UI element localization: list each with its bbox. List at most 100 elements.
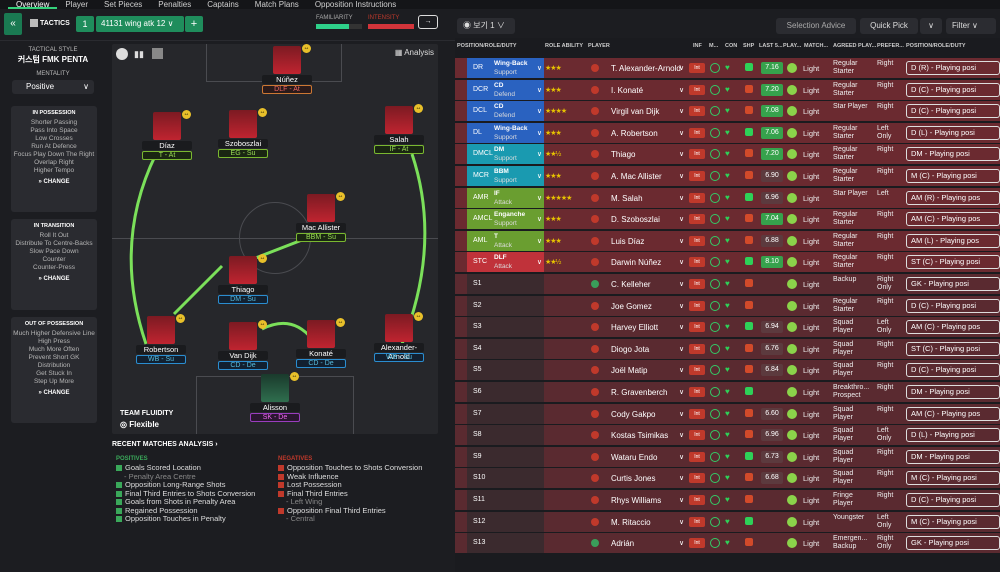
tab-overview[interactable]: Overview (8, 0, 58, 9)
table-row[interactable]: DR Wing-Back Support ∨ ★★★ T. Alexander-Arnol… (455, 58, 1000, 78)
chevron-down-icon[interactable]: ∨ (679, 302, 685, 310)
chevron-down-icon[interactable]: ∨ (679, 151, 685, 159)
player-name[interactable]: A. Robertson (611, 128, 658, 138)
position-role-duty-dropdown[interactable]: AM (C) - Playing pos (906, 212, 1000, 227)
chevron-down-icon[interactable]: ∨ (679, 410, 685, 418)
position-role-cell[interactable]: AMCL Enganche Support ∨ (467, 209, 544, 230)
chevron-down-icon[interactable]: ∨ (679, 432, 685, 440)
position-role-cell[interactable]: S7 (467, 403, 544, 424)
info-icon[interactable] (116, 48, 128, 60)
position-role-cell[interactable]: DMCL DM Support ∨ (467, 144, 544, 165)
position-role-duty-dropdown[interactable]: AM (C) - Playing pos (906, 320, 1000, 335)
column-header[interactable]: SHP (743, 43, 755, 49)
chevron-down-icon[interactable]: ∨ (679, 108, 685, 116)
table-row[interactable]: S5 Joël Matip ∨ Int ♥ 6.84 Light Squad Player Ri… (455, 360, 1000, 381)
chevron-down-icon[interactable]: ∨ (679, 173, 685, 180)
position-role-duty-dropdown[interactable]: GK - Playing posi (906, 277, 1000, 291)
table-row[interactable]: DMCL DM Support ∨ ★★½ Thiago ∨ Int ♥ 7.20 Light Reg… (455, 144, 1000, 165)
position-role-cell[interactable]: STC DLF Attack ∨ (467, 252, 544, 273)
analysis-item[interactable]: Goals from Shots in Penalty Area (116, 497, 271, 507)
position-role-duty-dropdown[interactable]: D (C) - Playing posi (906, 82, 1000, 97)
pitch-player[interactable]: ↔ Alisson SK - De (250, 372, 300, 422)
player-name[interactable]: A. Mac Allister (611, 172, 662, 181)
pitch-player[interactable]: ↔ Núñez DLF - At (262, 44, 312, 94)
position-role-duty-dropdown[interactable]: GK - Playing posi (906, 536, 1000, 551)
position-role-duty-dropdown[interactable]: D (L) - Playing posi (906, 428, 1000, 443)
analysis-item[interactable]: Opposition Long-Range Shots (116, 480, 271, 490)
position-role-cell[interactable]: S9 (467, 446, 544, 467)
position-role-cell[interactable]: S5 (467, 360, 544, 381)
player-role[interactable]: WB - Su (374, 353, 424, 362)
position-role-duty-dropdown[interactable]: DM - Playing posi (906, 449, 1000, 464)
position-role-cell[interactable]: S10 (467, 468, 544, 489)
position-role-duty-dropdown[interactable]: D (C) - Playing posi (906, 104, 1000, 119)
pitch-player[interactable]: ↔ Van Dijk CD - De (218, 320, 268, 370)
pitch-player[interactable]: ↔ Salah IF - At (374, 104, 424, 154)
player-role[interactable]: IF - At (374, 145, 424, 154)
chevron-down-icon[interactable]: ∨ (679, 345, 685, 353)
player-name[interactable]: I. Konaté (611, 85, 644, 95)
player-name[interactable]: C. Kelleher (611, 280, 651, 289)
table-row[interactable]: S4 Diogo Jota ∨ Int ♥ 6.76 Light Squad Player Ri… (455, 338, 1000, 359)
analysis-item[interactable]: Goals Scored Location - Penalty Area Cent… (116, 463, 271, 481)
player-name[interactable]: Darwin Núñez (611, 258, 662, 268)
pitch-player[interactable]: ↔ Alexander-ArnoldWB - Su (374, 312, 424, 362)
chevron-down-icon[interactable]: ∨ (679, 453, 685, 461)
position-role-duty-dropdown[interactable]: M (C) - Playing posi (906, 169, 1000, 183)
position-role-cell[interactable]: S2 (467, 295, 544, 316)
chevron-down-icon[interactable]: ∨ (679, 389, 685, 396)
position-role-cell[interactable]: DCL CD Defend ∨ (467, 101, 544, 122)
table-row[interactable]: S9 Wataru Endo ∨ Int ♥ 6.73 Light Squad Player R… (455, 446, 1000, 467)
chevron-down-icon[interactable]: ∨ (679, 497, 685, 504)
position-role-cell[interactable]: S8 (467, 425, 544, 446)
table-row[interactable]: DCL CD Defend ∨ ★★★★ Virgil van Dijk ∨ Int ♥ 7.08… (455, 101, 1000, 122)
column-header[interactable]: INF (693, 43, 702, 49)
pitch-player[interactable]: ↔ Konaté CD - De (296, 318, 346, 368)
player-name[interactable]: Cody Gakpo (611, 409, 656, 419)
position-role-cell[interactable]: DCR CD Defend ∨ (467, 79, 544, 100)
player-name[interactable]: Virgil van Dijk (611, 107, 660, 117)
chevron-down-icon[interactable]: ∨ (679, 324, 685, 332)
position-role-cell[interactable]: S1 (467, 274, 544, 294)
player-role[interactable]: DM - Su (218, 295, 268, 304)
tab-captains[interactable]: Captains (207, 0, 239, 9)
analysis-button[interactable]: ▦ Analysis (394, 48, 434, 57)
position-role-duty-dropdown[interactable]: M (C) - Playing posi (906, 471, 1000, 486)
position-role-cell[interactable]: AML T Attack ∨ (467, 230, 544, 251)
table-row[interactable]: S13 Adrián ∨ Int ♥ Light Emergen... Backup Righ… (455, 533, 1000, 554)
position-role-cell[interactable]: MCR BBM Support ∨ (467, 166, 544, 186)
player-role[interactable]: T - At (142, 151, 192, 160)
pitch-player[interactable]: ↔ Robertson WB - Su (136, 314, 186, 364)
tab-player[interactable]: Player (65, 0, 89, 9)
column-header[interactable]: LAST 5... (759, 43, 783, 49)
player-name[interactable]: Harvey Elliott (611, 323, 659, 333)
position-role-duty-dropdown[interactable]: D (L) - Playing posi (906, 125, 1000, 140)
table-row[interactable]: AMCL Enganche Support ∨ ★★★ D. Szoboszlai ∨ Int… (455, 209, 1000, 230)
column-header[interactable]: MATCH... (804, 43, 829, 49)
table-row[interactable]: STC DLF Attack ∨ ★★½ Darwin Núñez ∨ Int ♥ 8.10 Lig… (455, 252, 1000, 273)
player-role[interactable]: WB - Su (136, 355, 186, 364)
position-role-cell[interactable]: DR Wing-Back Support ∨ (467, 58, 544, 78)
back-button[interactable]: « (4, 13, 22, 35)
analysis-item[interactable]: Opposition Touches in Penalty (116, 514, 271, 524)
table-row[interactable]: S7 Cody Gakpo ∨ Int ♥ 6.60 Light Squad Player Ri… (455, 403, 1000, 424)
view-dropdown[interactable]: ◉ 보기 1 ∨ (457, 18, 515, 34)
tactical-style-value[interactable]: 커스텀 FMK PENTA (17, 55, 89, 64)
player-name[interactable]: Kostas Tsimikas (611, 431, 669, 441)
table-row[interactable]: AML T Attack ∨ ★★★ Luis Díaz ∨ Int ♥ 6.88 Light Reg… (455, 230, 1000, 251)
chevron-down-icon[interactable]: ∨ (679, 475, 685, 483)
player-name[interactable]: T. Alexander-Arnold (611, 64, 681, 73)
position-role-cell[interactable]: S11 (467, 490, 544, 510)
position-role-duty-dropdown[interactable]: ST (C) - Playing posi (906, 255, 1000, 270)
mentality-dropdown[interactable]: Positive ∨ (12, 80, 94, 94)
analysis-item[interactable]: Weak Influence (278, 472, 433, 482)
chevron-down-icon[interactable]: ∨ (679, 540, 685, 548)
chevron-down-icon[interactable]: ∨ (679, 281, 685, 288)
table-row[interactable]: DCR CD Defend ∨ ★★★ I. Konaté ∨ Int ♥ 7.20 Light Re… (455, 79, 1000, 100)
player-name[interactable]: Wataru Endo (611, 452, 658, 462)
analysis-item[interactable]: Lost Possession (278, 480, 433, 490)
analysis-title[interactable]: RECENT MATCHES ANALYSIS › (112, 441, 218, 448)
player-role[interactable]: CD - De (218, 361, 268, 370)
position-role-duty-dropdown[interactable]: D (R) - Playing posi (906, 61, 1000, 75)
chevron-down-icon[interactable]: ∨ (679, 259, 685, 267)
